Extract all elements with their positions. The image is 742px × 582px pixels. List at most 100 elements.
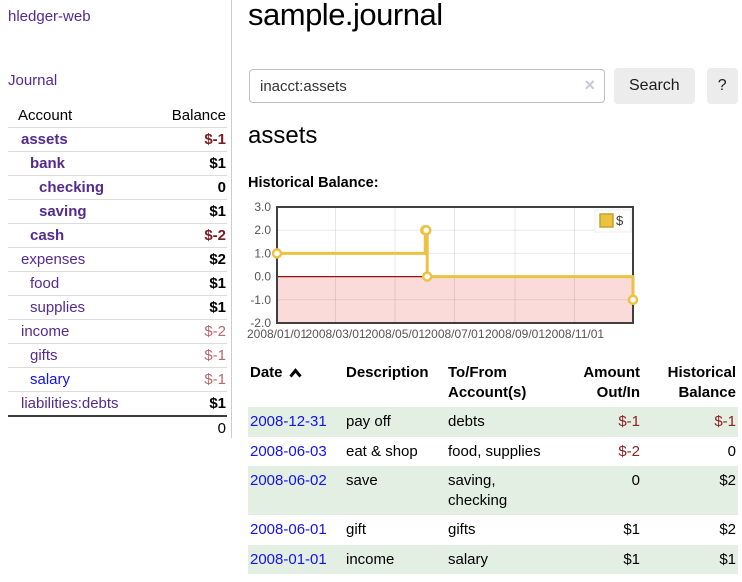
register-description: save	[346, 472, 378, 489]
account-cell: food	[8, 271, 154, 296]
negative-region	[277, 276, 633, 323]
account-row: cash $-2	[8, 223, 227, 248]
account-row: income $-2	[8, 319, 227, 344]
account-balance: $-1	[153, 367, 227, 392]
data-point	[271, 248, 283, 259]
account-cell: checking	[8, 175, 154, 200]
search-input[interactable]	[249, 69, 605, 103]
y-tick-label: 2.0	[254, 223, 271, 237]
y-tick-label: -2.0	[250, 316, 271, 330]
account-balance: $2	[153, 247, 227, 272]
register-accounts: salary	[448, 550, 489, 568]
account-link[interactable]: assets	[21, 131, 68, 148]
account-balance: $1	[153, 391, 227, 416]
register-amount: $1	[623, 550, 640, 568]
account-row: bank $1	[8, 151, 227, 176]
account-balance: 0	[153, 175, 227, 200]
account-balance: $1	[153, 295, 227, 320]
account-balance: $-1	[153, 127, 227, 152]
balance-column-header: Balance	[171, 107, 226, 124]
register-date-link[interactable]: 2008-06-03	[250, 442, 327, 460]
account-link[interactable]: checking	[39, 179, 105, 196]
account-link[interactable]: bank	[30, 155, 66, 172]
register-date-link[interactable]: 2008-12-31	[250, 413, 327, 430]
register-balance: $2	[719, 472, 736, 489]
y-tick-label: 0.0	[254, 270, 271, 284]
register-table: Date Description To/From Account(s) Amount …	[248, 361, 738, 574]
register-row: 2008-01-01 income salary $1 $1	[248, 544, 738, 575]
balance-total-value: 0	[153, 415, 227, 440]
register-amount: $1	[623, 521, 640, 538]
register-column-to-from-account-s: To/From Account(s)	[448, 364, 527, 401]
account-row: liabilities:debts $1	[8, 391, 227, 416]
account-link[interactable]: income	[21, 323, 70, 340]
data-point	[627, 294, 639, 306]
chart-plot: $3.0 2.0 1.0 0.0 -1.0 -2.02008/01/012008/03/0…	[247, 200, 639, 341]
register-row: 2008-12-31 pay off debts $-1 $-1	[248, 407, 738, 437]
chart-title: Historical Balance:	[248, 175, 379, 191]
register-column-description: Description	[346, 364, 429, 381]
account-cell: income	[8, 319, 154, 344]
account-link[interactable]: liabilities:debts	[21, 395, 119, 412]
main-content: sample.journal × Search ? assets Histori…	[247, 0, 742, 582]
clear-search-icon[interactable]: ×	[584, 75, 595, 95]
account-row: checking 0	[8, 175, 227, 200]
search-button[interactable]: Search	[614, 68, 695, 104]
data-point	[420, 224, 432, 236]
account-link[interactable]: supplies	[30, 299, 86, 316]
account-cell: liabilities:debts	[8, 391, 154, 416]
x-tick-label: 2008/01/01	[247, 327, 307, 341]
register-accounts: gifts	[448, 521, 476, 538]
register-date-cell: 2008-06-03	[248, 437, 344, 467]
account-link[interactable]: salary	[30, 371, 71, 388]
register-balance: $2	[719, 521, 736, 538]
nav-journal-link[interactable]: Journal	[8, 72, 58, 89]
help-button[interactable]: ?	[706, 68, 738, 104]
register-date-link[interactable]: 2008-01-01	[250, 550, 327, 568]
account-balance: $1	[153, 271, 227, 296]
account-cell: bank	[8, 151, 154, 176]
account-column-header: Account	[18, 107, 73, 124]
register-date-cell: 2008-01-01	[248, 545, 344, 575]
app-brand-link[interactable]: hledger-web	[8, 8, 91, 25]
register-date-link[interactable]: 2008-06-01	[250, 521, 327, 538]
register-amount: 0	[631, 472, 640, 489]
account-row: food $1	[8, 271, 227, 296]
register-row: 2008-06-01 gift gifts $1 $2	[248, 515, 738, 545]
y-tick-label: 3.0	[254, 200, 271, 214]
legend-swatch	[599, 213, 614, 228]
register-column-historical-balance: Historical Balance	[667, 364, 736, 401]
register-date-cell: 2008-12-31	[248, 407, 344, 437]
account-link[interactable]: cash	[30, 227, 65, 244]
account-cell: expenses	[8, 247, 154, 272]
register-description: pay off	[346, 413, 391, 430]
account-link[interactable]: food	[30, 275, 60, 292]
register-balance: 0	[727, 442, 736, 460]
account-balance: $1	[153, 199, 227, 224]
register-description: gift	[346, 521, 367, 538]
page-title: sample.journal	[248, 0, 443, 32]
x-tick-label: 2008/03/01	[305, 327, 365, 341]
y-tick-label: -1.0	[250, 293, 271, 307]
register-column-date[interactable]: Date	[248, 361, 344, 407]
register-date-link[interactable]: 2008-06-02	[250, 472, 327, 489]
search-input-wrap: ×	[249, 69, 605, 103]
y-tick-label: 1.0	[254, 246, 271, 260]
account-balance: $-2	[153, 319, 227, 344]
register-accounts: saving, checking	[448, 472, 508, 509]
register-header-row: Date Description To/From Account(s) Amount …	[248, 361, 738, 407]
historical-balance-chart: $3.0 2.0 1.0 0.0 -1.0 -2.0 2008/01/01 2008/03/0…	[247, 200, 742, 348]
search-form: × Search ?	[249, 68, 738, 104]
account-link[interactable]: saving	[39, 203, 87, 220]
register-description: income	[346, 550, 395, 568]
account-balance: $-2	[153, 223, 227, 248]
register-accounts: debts	[448, 413, 485, 430]
account-heading: assets	[248, 122, 318, 149]
sort-asc-icon	[288, 368, 302, 378]
account-row: gifts $-1	[8, 343, 227, 368]
accounts-balance-table: Account Balance assets $-1 bank $1 checking 0…	[8, 104, 227, 440]
account-link[interactable]: expenses	[21, 251, 86, 268]
account-link[interactable]: gifts	[30, 347, 58, 364]
x-tick-label: 2008/05/01	[365, 327, 425, 341]
account-row: expenses $2	[8, 247, 227, 272]
